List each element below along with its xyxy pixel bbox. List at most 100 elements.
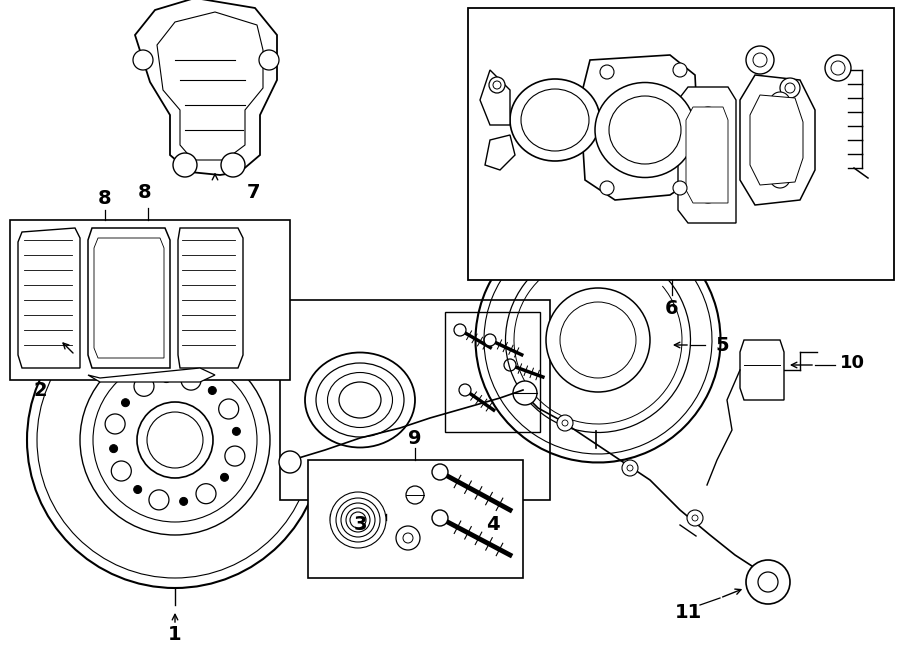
Polygon shape (157, 12, 263, 160)
Circle shape (80, 345, 270, 535)
Circle shape (147, 412, 203, 468)
Polygon shape (18, 228, 80, 368)
Polygon shape (88, 228, 170, 368)
Circle shape (354, 362, 366, 374)
Ellipse shape (609, 96, 681, 164)
Text: 8: 8 (98, 189, 112, 207)
Circle shape (327, 416, 339, 428)
Text: 5: 5 (716, 336, 729, 354)
Circle shape (137, 402, 213, 478)
Circle shape (432, 464, 448, 480)
Circle shape (133, 50, 153, 70)
Ellipse shape (316, 363, 404, 437)
Circle shape (341, 503, 375, 537)
Circle shape (459, 384, 471, 396)
Circle shape (122, 399, 130, 406)
Circle shape (557, 415, 573, 431)
Circle shape (698, 107, 718, 127)
Circle shape (622, 460, 638, 476)
Circle shape (770, 168, 790, 188)
Ellipse shape (328, 373, 392, 428)
Circle shape (327, 371, 339, 383)
Text: 6: 6 (665, 299, 679, 318)
Ellipse shape (510, 79, 600, 161)
Circle shape (831, 61, 845, 75)
Circle shape (173, 153, 197, 177)
Circle shape (698, 183, 718, 203)
Circle shape (392, 394, 404, 406)
Circle shape (348, 388, 372, 412)
Polygon shape (740, 75, 815, 205)
Circle shape (600, 65, 614, 79)
Circle shape (93, 358, 257, 522)
Polygon shape (94, 238, 164, 358)
Circle shape (785, 83, 795, 93)
Circle shape (162, 375, 170, 383)
Circle shape (134, 376, 154, 397)
Circle shape (220, 473, 229, 481)
Circle shape (687, 510, 703, 526)
Polygon shape (135, 0, 277, 175)
Circle shape (316, 394, 328, 406)
Polygon shape (686, 107, 728, 203)
Circle shape (692, 515, 698, 521)
Circle shape (484, 334, 496, 346)
Circle shape (354, 426, 366, 438)
Text: 7: 7 (247, 183, 260, 201)
Text: 11: 11 (674, 604, 702, 622)
Polygon shape (750, 95, 803, 185)
Polygon shape (480, 70, 510, 125)
Ellipse shape (595, 83, 695, 177)
Circle shape (105, 414, 125, 434)
Circle shape (336, 498, 380, 542)
Circle shape (513, 381, 537, 405)
Circle shape (504, 359, 516, 371)
Text: 8: 8 (139, 183, 152, 201)
Ellipse shape (521, 89, 589, 151)
Circle shape (780, 78, 800, 98)
Circle shape (196, 484, 216, 504)
Circle shape (113, 273, 127, 287)
Circle shape (406, 486, 424, 504)
Bar (445, 312, 540, 432)
Circle shape (825, 55, 851, 81)
Circle shape (48, 335, 68, 355)
Circle shape (134, 485, 141, 493)
Circle shape (330, 492, 386, 548)
Circle shape (598, 258, 618, 278)
Circle shape (180, 497, 187, 505)
Circle shape (381, 416, 393, 428)
Polygon shape (678, 87, 736, 223)
Circle shape (493, 81, 501, 89)
Circle shape (562, 420, 568, 426)
Circle shape (54, 341, 62, 349)
Bar (308, 460, 523, 578)
Circle shape (225, 446, 245, 466)
Circle shape (758, 572, 778, 592)
Bar (468, 8, 894, 280)
Polygon shape (178, 228, 243, 368)
Circle shape (346, 508, 370, 532)
Circle shape (770, 92, 790, 112)
Circle shape (381, 371, 393, 383)
Circle shape (432, 510, 448, 526)
Circle shape (149, 490, 169, 510)
Text: 1: 1 (168, 626, 182, 645)
Bar (10, 220, 290, 380)
Circle shape (560, 302, 636, 378)
Text: 4: 4 (486, 516, 500, 534)
Polygon shape (485, 135, 515, 170)
Circle shape (259, 50, 279, 70)
Text: 9: 9 (409, 428, 422, 448)
Circle shape (141, 273, 155, 287)
Text: 3: 3 (354, 516, 367, 534)
Circle shape (208, 387, 216, 395)
Circle shape (454, 324, 466, 336)
Circle shape (27, 292, 323, 588)
Circle shape (279, 451, 301, 473)
Text: 10: 10 (840, 354, 865, 372)
Circle shape (221, 153, 245, 177)
Bar (280, 300, 550, 500)
Circle shape (37, 302, 313, 578)
Circle shape (627, 465, 633, 471)
